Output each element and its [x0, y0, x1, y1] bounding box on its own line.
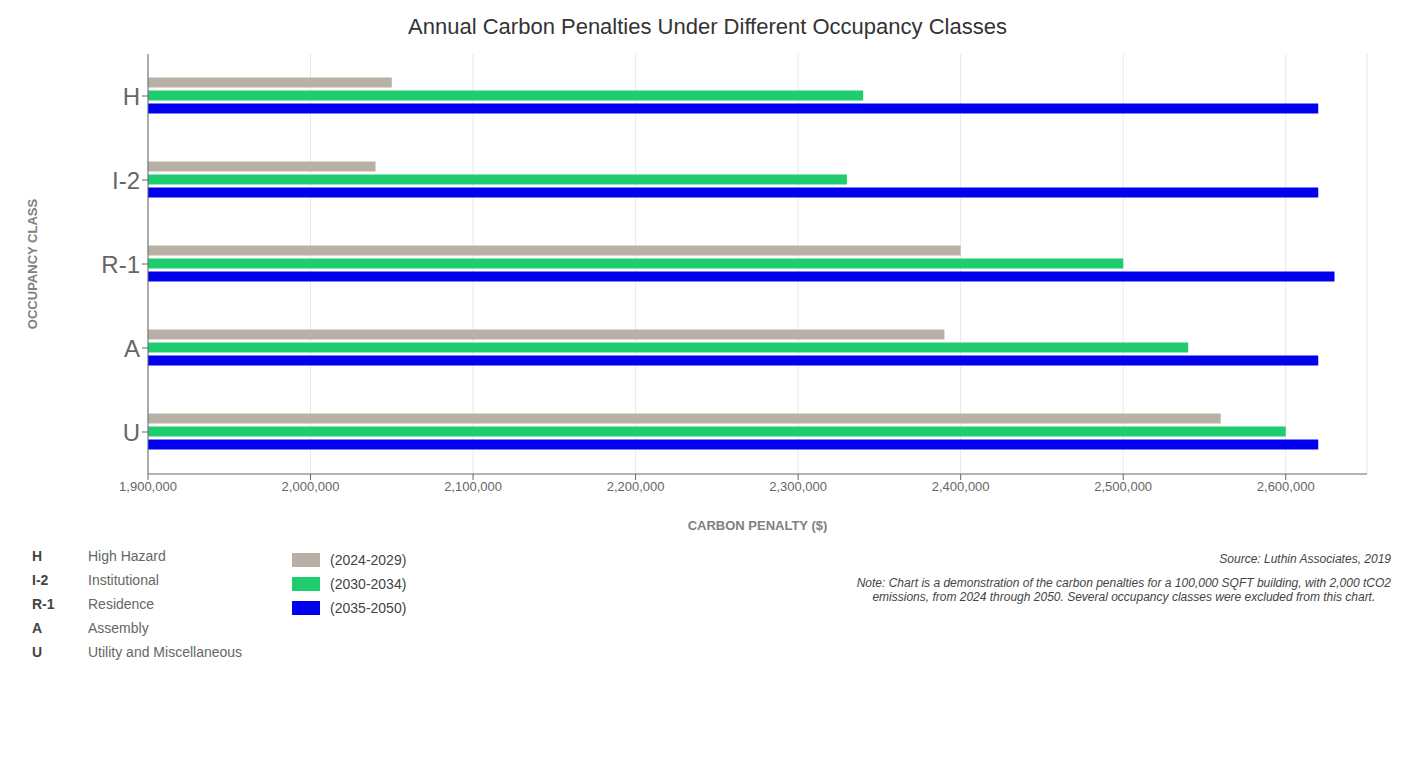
svg-text:2,200,000: 2,200,000	[607, 479, 665, 494]
svg-text:H: H	[123, 83, 140, 110]
html-text:Assembly: Assembly	[88, 620, 149, 636]
html-text:Residence: Residence	[88, 596, 155, 612]
html-text:High Hazard: High Hazard	[88, 548, 166, 564]
html-text:I-2: I-2	[32, 572, 49, 588]
svg-text:U: U	[123, 419, 140, 446]
svg-text:2,000,000: 2,000,000	[282, 479, 340, 494]
svg-text:OCCUPANCY CLASS: OCCUPANCY CLASS	[25, 199, 40, 330]
html-text:Source: Luthin Associates, 201: Source: Luthin Associates, 2019	[1219, 552, 1391, 566]
html-text:(2024-2029): (2024-2029)	[330, 552, 407, 568]
html-text:Annual Carbon Penalties Under: Annual Carbon Penalties Under Different …	[408, 14, 1007, 39]
svg-text:R-1: R-1	[101, 251, 140, 278]
svg-text:2,100,000: 2,100,000	[444, 479, 502, 494]
svg-text:CARBON PENALTY ($): CARBON PENALTY ($)	[688, 518, 828, 533]
html-text:Institutional: Institutional	[88, 572, 159, 588]
html-text:H: H	[32, 548, 43, 564]
svg-text:I-2: I-2	[112, 167, 140, 194]
svg-text:2,600,000: 2,600,000	[1257, 479, 1315, 494]
html-text:U: U	[32, 644, 43, 660]
svg-text:2,500,000: 2,500,000	[1094, 479, 1152, 494]
svg-text:2,400,000: 2,400,000	[932, 479, 990, 494]
html-text:(2035-2050): (2035-2050)	[330, 600, 407, 616]
svg-text:2,300,000: 2,300,000	[769, 479, 827, 494]
svg-text:1,900,000: 1,900,000	[119, 479, 177, 494]
html-text:Utility and Miscellaneous: Utility and Miscellaneous	[88, 644, 243, 660]
html-text:R-1: R-1	[32, 596, 55, 612]
html-text:A: A	[32, 620, 43, 636]
html-text:Note: Chart is a demonstration: Note: Chart is a demonstration of the ca…	[856, 576, 1391, 604]
svg-text:A: A	[124, 335, 140, 362]
html-text:(2030-2034): (2030-2034)	[330, 576, 407, 592]
